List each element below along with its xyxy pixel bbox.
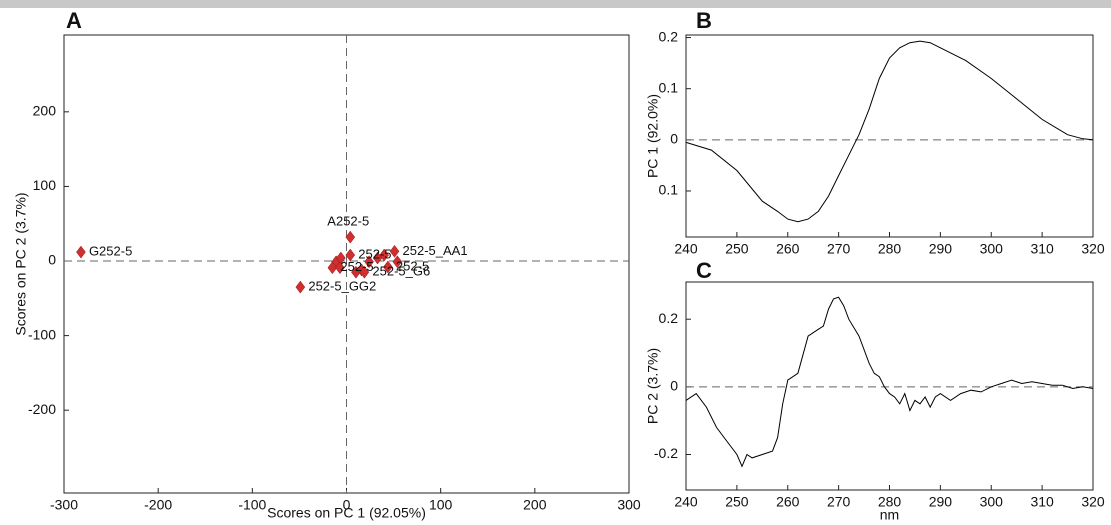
x-tick-label: 260 [776,494,800,510]
y-tick-label: 0 [48,252,56,268]
y-axis-label: Scores on PC 2 (3.7%) [13,192,29,335]
marker [359,265,370,279]
y-tick-label: -0.2 [654,445,678,461]
panel-letter: B [696,8,712,33]
marker [335,261,345,275]
marker [327,261,338,275]
y-tick-label: 0.2 [659,28,679,44]
y-tick-label: 0 [670,378,678,394]
marker [383,260,393,274]
x-tick-label: 310 [1030,241,1054,257]
y-axis-label: PC 2 (3.7%) [645,348,661,424]
x-tick-label: 200 [523,497,547,513]
y-tick-label: -100 [28,326,56,342]
y-tick-label: 0 [670,131,678,147]
x-tick-label: 310 [1030,494,1054,510]
point-label: 252-5_AA1 [403,243,468,258]
x-tick-label: 270 [827,241,851,257]
marker [389,244,400,258]
x-tick-label: 240 [674,241,698,257]
x-tick-label: 260 [776,241,800,257]
marker [76,245,86,259]
x-tick-label: 300 [980,241,1004,257]
x-tick-label: 280 [878,494,902,510]
x-tick-label: 250 [725,241,749,257]
marker [345,248,356,262]
y-tick-label: 100 [33,177,57,193]
x-tick-label: 100 [429,497,453,513]
point-label: 252-5_G6 [372,264,430,279]
x-tick-label: 250 [725,494,749,510]
point-label: G252-5 [89,244,132,259]
x-axis-label: nm [880,507,899,523]
x-tick-label: 300 [980,494,1004,510]
top-bar [0,0,1111,8]
plot-frame [685,281,1094,491]
x-tick-label: -200 [144,497,172,513]
x-tick-label: 240 [674,494,698,510]
y-axis-label: PC 1 (92.0%) [645,94,661,178]
point-label: 252-5_GG2 [308,279,376,294]
marker [392,255,403,269]
marker [345,230,356,244]
x-axis-label: Scores on PC 1 (92.05%) [267,505,426,521]
point-label: A252-5 [327,214,369,229]
y-tick-label: 0.1 [659,79,679,95]
y-tick-label: 0.1 [659,182,679,198]
x-tick-label: -300 [50,497,78,513]
marker [295,280,306,294]
marker [364,255,374,269]
point-label: 252-5 [358,246,391,261]
y-tick-label: 0.2 [659,310,679,326]
x-tick-label: 0 [343,497,351,513]
plot-frame [685,34,1094,238]
line [685,40,1094,223]
panel-letter: C [696,258,712,283]
x-tick-label: 280 [878,241,902,257]
x-tick-label: 290 [929,241,953,257]
y-tick-label: -200 [28,401,56,417]
point-label: 252-5 [396,258,429,273]
x-tick-label: 290 [929,494,953,510]
panel-letter: A [66,8,82,33]
marker [379,248,389,262]
x-tick-label: -100 [238,497,266,513]
point-label: 252-5 [340,259,373,274]
x-tick-label: 300 [617,497,641,513]
x-tick-label: 270 [827,494,851,510]
line [685,296,1094,468]
y-tick-label: 200 [33,103,57,119]
x-tick-label: 320 [1081,241,1105,257]
x-tick-label: 320 [1081,494,1105,510]
